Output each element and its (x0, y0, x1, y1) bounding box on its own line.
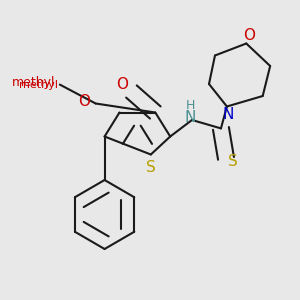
Text: methyl: methyl (12, 76, 56, 89)
Text: H: H (186, 99, 195, 112)
Text: O: O (78, 94, 90, 109)
Text: N: N (185, 110, 196, 124)
Text: O: O (243, 28, 255, 43)
Text: S: S (228, 154, 237, 169)
Text: O: O (116, 77, 128, 92)
Text: methyl: methyl (19, 80, 58, 90)
Text: S: S (146, 160, 156, 175)
Text: N: N (223, 107, 234, 122)
